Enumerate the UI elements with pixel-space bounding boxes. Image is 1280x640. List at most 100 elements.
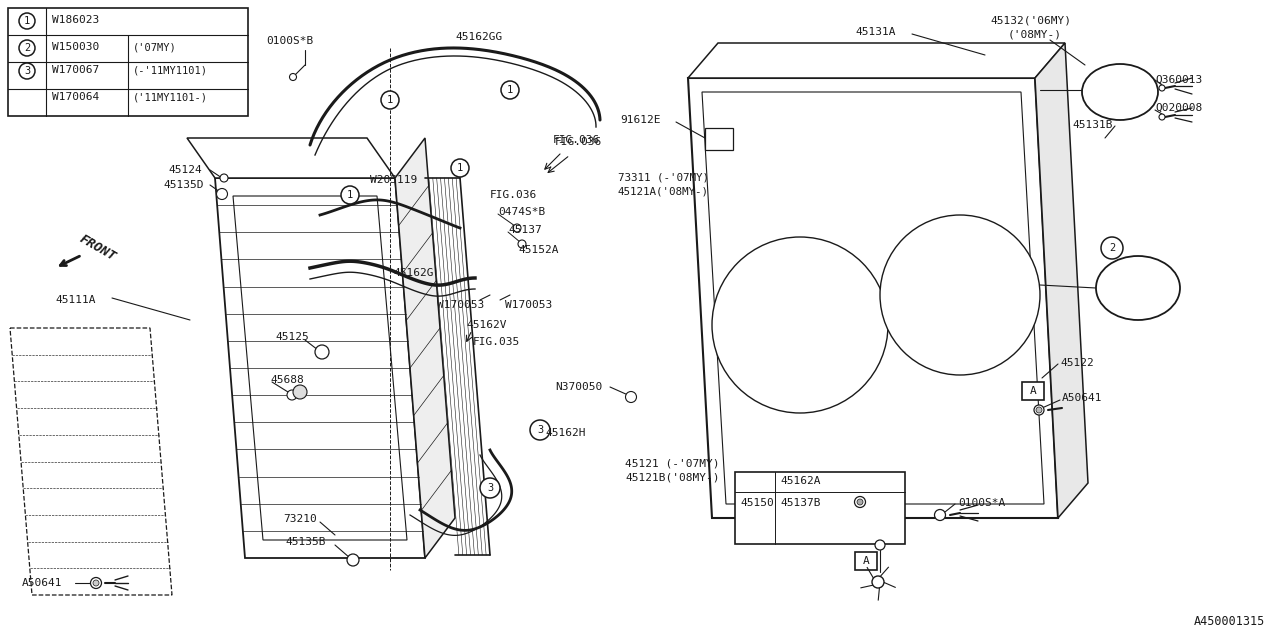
Text: 45121A('08MY-): 45121A('08MY-)	[618, 186, 709, 196]
Text: 45122: 45122	[1060, 358, 1093, 368]
Text: 45137B: 45137B	[780, 498, 820, 508]
Circle shape	[782, 307, 818, 343]
Text: W170067: W170067	[52, 65, 100, 75]
Text: ('11MY1101-): ('11MY1101-)	[133, 92, 207, 102]
Circle shape	[513, 224, 521, 232]
Circle shape	[872, 576, 884, 588]
Circle shape	[216, 189, 228, 200]
Text: FIG.036: FIG.036	[553, 135, 600, 145]
Circle shape	[220, 174, 228, 182]
Text: 1: 1	[457, 163, 463, 173]
Ellipse shape	[1082, 64, 1158, 120]
Circle shape	[451, 159, 468, 177]
Text: 73210: 73210	[283, 514, 316, 524]
Text: 1: 1	[347, 190, 353, 200]
Circle shape	[19, 40, 35, 56]
Circle shape	[1034, 405, 1044, 415]
Polygon shape	[954, 217, 995, 278]
Text: 45124: 45124	[168, 165, 202, 175]
Text: A450001315: A450001315	[1194, 615, 1265, 628]
Text: 45135B: 45135B	[285, 537, 325, 547]
Circle shape	[876, 540, 884, 550]
Text: 45137: 45137	[508, 225, 541, 235]
Text: 3: 3	[24, 66, 31, 76]
Text: 45121B('08MY-): 45121B('08MY-)	[625, 472, 719, 482]
Text: 45131A: 45131A	[855, 27, 896, 37]
Text: 91612E: 91612E	[620, 115, 660, 125]
Text: W186023: W186023	[52, 15, 100, 25]
Text: 3: 3	[536, 425, 543, 435]
Text: 45152A: 45152A	[518, 245, 558, 255]
Polygon shape	[215, 178, 425, 558]
Circle shape	[518, 240, 526, 248]
Text: W170053: W170053	[436, 300, 484, 310]
Text: 45121 (-'07MY): 45121 (-'07MY)	[625, 458, 719, 468]
Text: 2: 2	[1108, 243, 1115, 253]
Circle shape	[858, 499, 863, 505]
Polygon shape	[812, 330, 874, 399]
Circle shape	[1120, 270, 1156, 306]
Circle shape	[287, 390, 297, 400]
Text: A50641: A50641	[1062, 393, 1102, 403]
Text: ('07MY): ('07MY)	[133, 42, 177, 52]
Bar	[1021, 382, 1044, 400]
Circle shape	[881, 215, 1039, 375]
Text: 45135D: 45135D	[163, 180, 204, 190]
Text: (-'11MY1101): (-'11MY1101)	[133, 65, 207, 75]
Circle shape	[91, 577, 101, 589]
Text: 45162H: 45162H	[545, 428, 585, 438]
Polygon shape	[396, 138, 454, 558]
Circle shape	[1158, 114, 1165, 120]
Polygon shape	[812, 268, 883, 319]
Circle shape	[19, 63, 35, 79]
Text: ('08MY-): ('08MY-)	[1009, 29, 1062, 39]
Text: 1: 1	[507, 85, 513, 95]
Text: 45162A: 45162A	[780, 476, 820, 486]
Polygon shape	[891, 305, 955, 361]
Circle shape	[500, 81, 518, 99]
Text: FRONT: FRONT	[77, 232, 119, 264]
Polygon shape	[965, 305, 1010, 372]
Text: 0474S*B: 0474S*B	[498, 207, 545, 217]
Text: W150030: W150030	[52, 42, 100, 52]
Text: 2: 2	[24, 43, 31, 53]
Text: 45688: 45688	[270, 375, 303, 385]
Circle shape	[340, 186, 358, 204]
Circle shape	[1101, 237, 1123, 259]
Bar	[8, 8, 248, 116]
Circle shape	[381, 91, 399, 109]
Circle shape	[1129, 278, 1148, 298]
Text: 45132('06MY): 45132('06MY)	[989, 15, 1071, 25]
Polygon shape	[974, 266, 1037, 306]
Text: 1: 1	[24, 16, 31, 26]
Text: 73311 (-'07MY): 73311 (-'07MY)	[618, 172, 709, 182]
Text: FIG.036: FIG.036	[556, 137, 603, 147]
Bar	[735, 472, 905, 544]
Text: 1: 1	[387, 95, 393, 105]
Circle shape	[792, 317, 808, 333]
Text: A: A	[1029, 386, 1037, 396]
Polygon shape	[187, 138, 396, 178]
Circle shape	[934, 509, 946, 520]
Polygon shape	[765, 241, 809, 310]
Text: 45162GG: 45162GG	[454, 32, 502, 42]
Text: 45150: 45150	[740, 498, 773, 508]
Text: W170053: W170053	[506, 300, 552, 310]
Circle shape	[1111, 84, 1129, 100]
Text: W170064: W170064	[52, 92, 100, 102]
Circle shape	[945, 279, 977, 311]
Circle shape	[93, 580, 99, 586]
Polygon shape	[744, 341, 801, 408]
Text: 0100S*B: 0100S*B	[266, 36, 314, 46]
Circle shape	[289, 74, 297, 81]
Polygon shape	[689, 43, 1065, 78]
Text: 45162G: 45162G	[393, 268, 434, 278]
Circle shape	[315, 345, 329, 359]
Circle shape	[1105, 77, 1135, 108]
Text: 0100S*A: 0100S*A	[957, 498, 1005, 508]
Ellipse shape	[1096, 256, 1180, 320]
Text: 3: 3	[486, 483, 493, 493]
Polygon shape	[884, 241, 946, 295]
Circle shape	[293, 385, 307, 399]
Text: W205119: W205119	[370, 175, 417, 185]
